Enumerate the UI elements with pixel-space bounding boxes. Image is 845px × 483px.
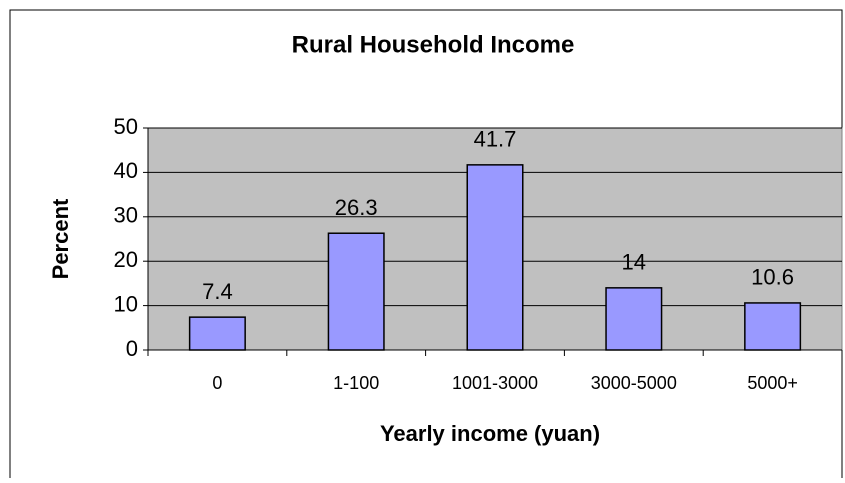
y-tick-label: 40 (114, 158, 138, 183)
y-tick-label: 0 (126, 336, 138, 361)
bar (327, 232, 385, 351)
y-tick-label: 10 (114, 291, 138, 316)
data-label: 10.6 (751, 265, 794, 290)
chart-title: Rural Household Income (292, 31, 575, 58)
y-axis-label: Percent (48, 198, 73, 279)
y-tick-label: 20 (114, 247, 138, 272)
data-label: 26.3 (335, 195, 378, 220)
x-tick-label: 1-100 (333, 373, 379, 393)
data-label: 7.4 (202, 279, 233, 304)
bar (188, 316, 246, 351)
x-tick-label: 0 (212, 373, 222, 393)
bar (466, 164, 524, 351)
x-tick-label: 3000-5000 (591, 373, 677, 393)
data-label: 14 (622, 250, 646, 275)
x-axis-label: Yearly income (yuan) (380, 421, 600, 446)
y-tick-label: 30 (114, 203, 138, 228)
x-tick-label: 1001-3000 (452, 373, 538, 393)
data-label: 41.7 (474, 127, 517, 152)
y-tick-label: 50 (114, 114, 138, 139)
x-tick-label: 5000+ (747, 373, 798, 393)
bar (605, 287, 663, 351)
bar (744, 302, 802, 351)
